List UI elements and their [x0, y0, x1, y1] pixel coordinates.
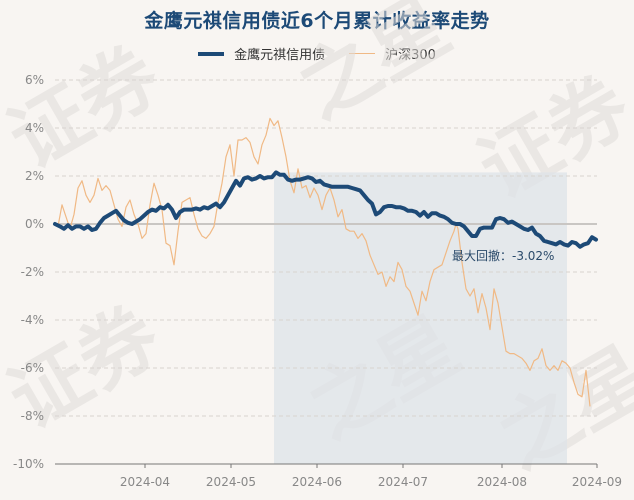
y-tick-label: -2% — [21, 265, 44, 279]
legend-item-bond-fund[interactable]: 金鹰元祺信用债 — [198, 44, 325, 63]
x-tick-label: 2024-07 — [378, 475, 428, 489]
legend-label-csi300: 沪深300 — [385, 48, 436, 63]
legend-item-csi300[interactable]: 沪深300 — [349, 44, 436, 63]
legend-label-bond-fund: 金鹰元祺信用债 — [234, 48, 326, 63]
y-tick-label: 4% — [25, 121, 44, 135]
x-axis: 2024-04 2024-05 2024-06 2024-07 2024-08 2024-… — [55, 463, 622, 489]
max-drawdown-annotation: 最大回撤：-3.02% — [452, 248, 554, 263]
y-axis: 6% 4% 2% 0% -2% -4% -6% -8% -10% — [13, 73, 44, 471]
series-line-bond-fund — [53, 170, 598, 249]
x-tick-label: 2024-06 — [292, 475, 342, 489]
x-tick-label: 2024-04 — [120, 475, 170, 489]
y-tick-label: 0% — [25, 217, 44, 231]
x-tick-label: 2024-05 — [206, 475, 256, 489]
y-tick-label: 6% — [25, 73, 44, 87]
y-tick-label: -4% — [21, 313, 44, 327]
y-tick-label: -6% — [21, 361, 44, 375]
legend-swatch-bond-fund — [198, 51, 225, 56]
chart-title: 金鹰元祺信用债近6个月累计收益率走势 — [144, 10, 490, 32]
max-drawdown-band — [274, 172, 567, 464]
watermark-text: 之星 — [285, 0, 465, 136]
x-tick-label: 2024-08 — [477, 475, 527, 489]
chart-legend: 金鹰元祺信用债 沪深300 — [0, 44, 634, 63]
series-line-csi300 — [54, 117, 591, 407]
y-tick-label: -10% — [13, 457, 44, 471]
legend-swatch-csi300 — [349, 53, 376, 54]
y-tick-label: -8% — [21, 409, 44, 423]
x-tick-label: 2024-09 — [572, 475, 622, 489]
y-tick-label: 2% — [25, 169, 44, 183]
watermark-text: 证券 — [0, 30, 175, 186]
